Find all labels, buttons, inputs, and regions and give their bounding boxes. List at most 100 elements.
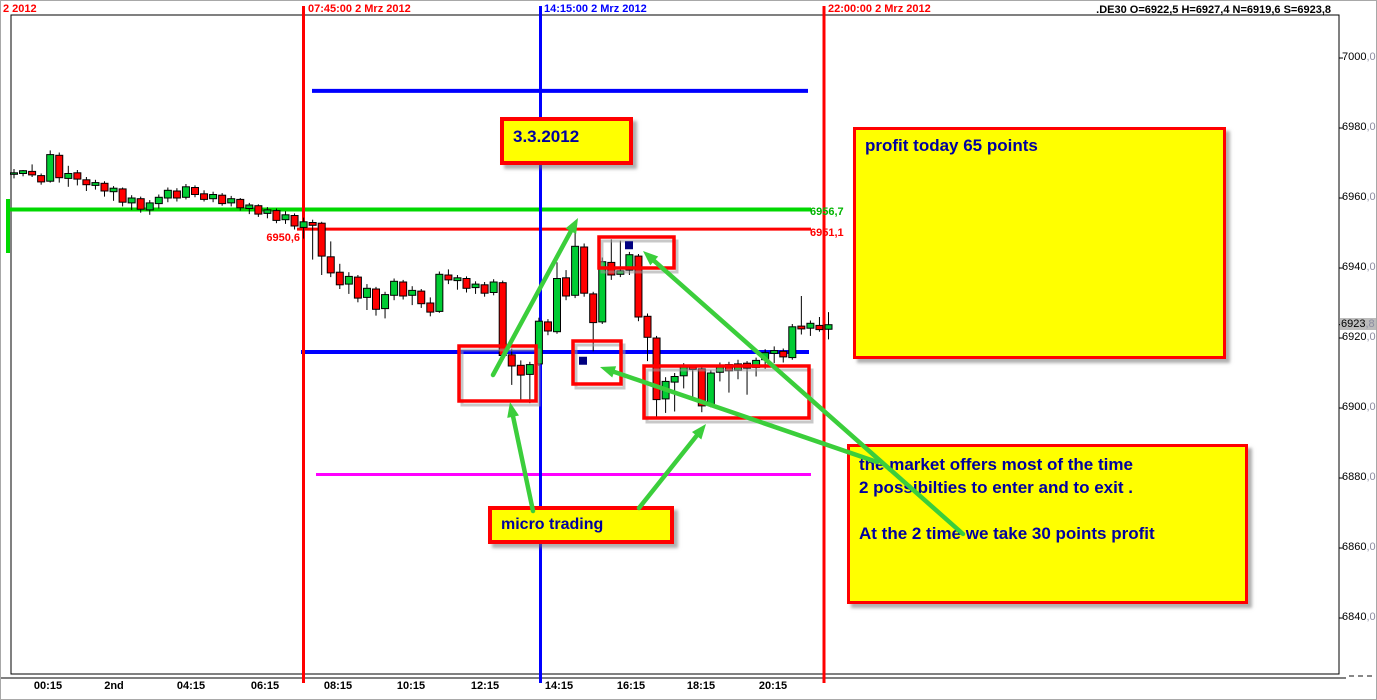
annotation-box-micro-trading[interactable]: micro trading — [488, 506, 674, 544]
candle-body[interactable] — [580, 246, 589, 294]
candle-body[interactable] — [317, 222, 326, 257]
candle-body[interactable] — [806, 322, 815, 329]
candle-body[interactable] — [91, 182, 100, 186]
candle-body[interactable] — [381, 294, 390, 310]
candle-body[interactable] — [571, 245, 580, 296]
candle-body[interactable] — [616, 270, 625, 275]
annotation-box-market-comment[interactable]: the market offers most of the time 2 pos… — [847, 444, 1248, 604]
candle-body[interactable] — [100, 182, 109, 192]
candle-body[interactable] — [290, 215, 299, 227]
candle-body[interactable] — [652, 337, 661, 401]
candle-body[interactable] — [589, 293, 598, 324]
candle-body[interactable] — [399, 281, 408, 297]
candle-body[interactable] — [308, 222, 317, 226]
candle-body[interactable] — [236, 198, 245, 209]
candle-body[interactable] — [64, 173, 73, 179]
candle-body[interactable] — [299, 221, 308, 228]
candle-body[interactable] — [516, 364, 525, 376]
candle-body[interactable] — [435, 273, 444, 312]
candle-body[interactable] — [127, 197, 136, 204]
candle-body[interactable] — [55, 154, 64, 179]
candle-body[interactable] — [480, 284, 489, 294]
candle-body[interactable] — [779, 350, 788, 358]
candle-body[interactable] — [154, 196, 163, 205]
candle-body[interactable] — [136, 198, 145, 210]
candle-body[interactable] — [715, 364, 724, 373]
candle-body[interactable] — [498, 282, 507, 357]
candle-body[interactable] — [46, 154, 55, 182]
candle-body[interactable] — [553, 278, 561, 333]
candle-body[interactable] — [218, 194, 227, 205]
red-line-price-label-left: 6950,6 — [266, 232, 300, 244]
candle-body[interactable] — [362, 287, 371, 298]
candle-body[interactable] — [634, 255, 643, 318]
candle-body[interactable] — [788, 326, 797, 359]
candle-body[interactable] — [37, 175, 46, 183]
annotation-profit-text: profit today 65 points — [865, 136, 1038, 155]
candle-body[interactable] — [724, 364, 733, 372]
candle-body[interactable] — [444, 274, 453, 281]
candle-body[interactable] — [598, 261, 607, 323]
candle-body[interactable] — [426, 302, 435, 313]
annotation-box-date[interactable]: 3.3.2012 — [500, 117, 633, 165]
candle-body[interactable] — [688, 366, 697, 371]
candle-body[interactable] — [254, 205, 263, 215]
candle-body[interactable] — [670, 376, 679, 383]
candle-body[interactable] — [471, 283, 480, 289]
candle-body[interactable] — [191, 187, 199, 195]
candle-body[interactable] — [163, 189, 172, 199]
candle-body[interactable] — [209, 194, 218, 200]
candle-body[interactable] — [462, 278, 471, 289]
time-axis-label: 08:15 — [323, 680, 353, 692]
candle-body[interactable] — [507, 354, 516, 367]
candle-body[interactable] — [353, 276, 362, 299]
candle-body[interactable] — [770, 350, 779, 354]
candle-body[interactable] — [489, 281, 498, 293]
candle-body[interactable] — [172, 190, 181, 199]
candle-body[interactable] — [815, 324, 824, 331]
candle-body[interactable] — [281, 214, 290, 221]
candle-body[interactable] — [734, 363, 742, 371]
candle-body[interactable] — [10, 172, 18, 175]
candle-body[interactable] — [417, 290, 426, 305]
time-axis-label: 18:15 — [686, 680, 716, 692]
candle-body[interactable] — [245, 204, 254, 209]
candle-body[interactable] — [263, 209, 272, 214]
candle-body[interactable] — [761, 352, 770, 361]
candle-body[interactable] — [372, 288, 380, 310]
annotation-box-profit[interactable]: profit today 65 points — [853, 127, 1226, 359]
candle-body[interactable] — [73, 172, 82, 180]
candle-body[interactable] — [797, 325, 806, 330]
candle-body[interactable] — [181, 186, 190, 198]
candle-body[interactable] — [335, 271, 344, 286]
candle-body[interactable] — [697, 368, 706, 407]
candle-body[interactable] — [326, 256, 335, 274]
candle-body[interactable] — [200, 193, 209, 200]
candle-body[interactable] — [607, 261, 616, 276]
candle-body[interactable] — [525, 364, 534, 375]
candle-body[interactable] — [543, 321, 552, 332]
candle-body[interactable] — [19, 170, 28, 174]
candle-body[interactable] — [408, 289, 417, 296]
candle-body[interactable] — [453, 277, 462, 282]
candle-body[interactable] — [752, 359, 761, 368]
candle-body[interactable] — [643, 315, 652, 338]
candle-body[interactable] — [661, 380, 670, 400]
candle-body[interactable] — [227, 198, 236, 204]
candle-body[interactable] — [390, 280, 399, 296]
candle-body[interactable] — [344, 275, 353, 285]
candle-body[interactable] — [706, 372, 715, 406]
candle-body[interactable] — [118, 188, 127, 203]
candle-body[interactable] — [743, 362, 752, 369]
candle-body[interactable] — [562, 277, 571, 297]
candle-body[interactable] — [109, 187, 118, 193]
candle-body[interactable] — [534, 320, 543, 365]
candlestick-series — [10, 150, 833, 419]
candle-body[interactable] — [145, 202, 154, 211]
candle-body[interactable] — [679, 365, 688, 377]
candle-body[interactable] — [28, 170, 37, 176]
candle-body[interactable] — [82, 179, 91, 186]
candle-body[interactable] — [272, 210, 281, 221]
candle-body[interactable] — [625, 254, 634, 271]
candle-body[interactable] — [824, 324, 833, 330]
